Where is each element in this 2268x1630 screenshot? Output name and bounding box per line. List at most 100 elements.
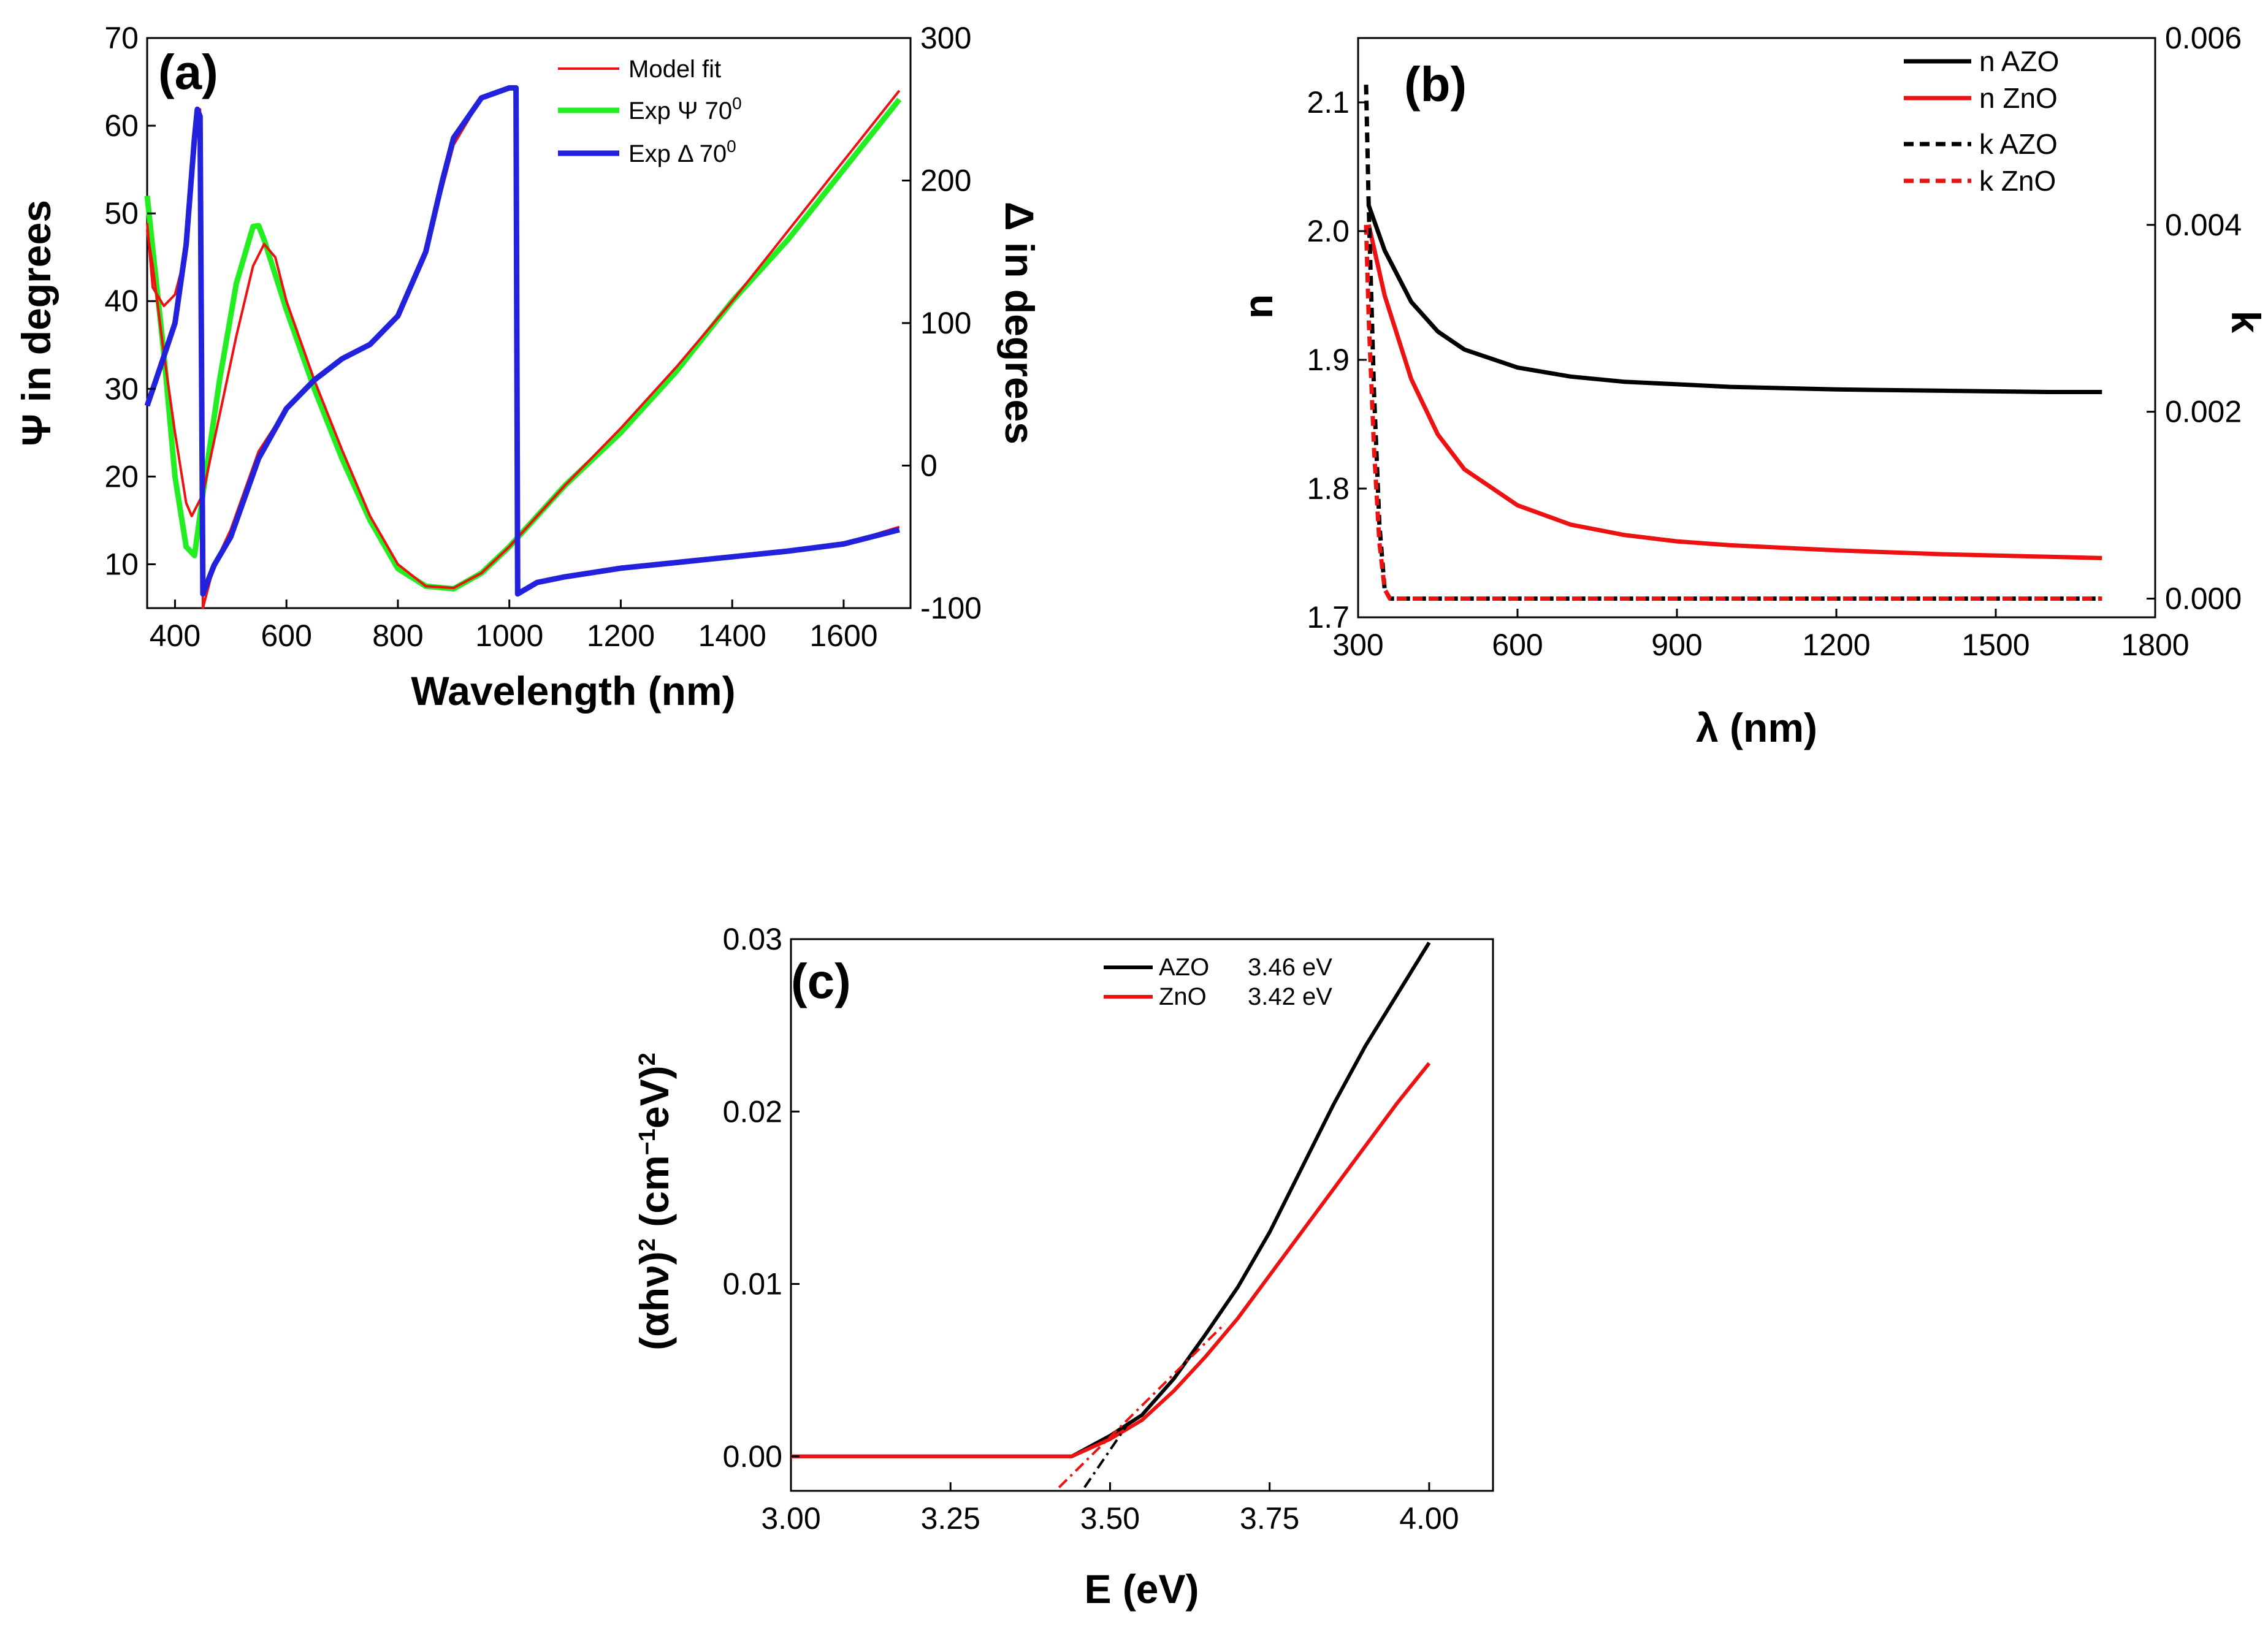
series-azo [791,942,1431,1458]
c-ylabel-sup3: 2 [635,1053,660,1065]
c-ylabel-tail: eV) [632,1065,677,1129]
a-ytick-left-label: 30 [104,371,139,406]
b-ytick-right-label: 0.004 [2165,208,2242,242]
panel-b-series [1364,85,2102,601]
legend-label-k-zno: k ZnO [1979,165,2056,197]
a-ytick-right-label: 0 [920,449,937,483]
c-xtick-label: 3.50 [1080,1501,1140,1536]
c-ylabel-main: (αhν) [632,1251,677,1350]
panel-b-ticks: 300 600 900 1200 1500 1800 1.7 1.8 1.9 2.0 2.1 0.00… [1307,21,2242,662]
panel-c-ylabel: (αhν)2 (cm−1eV)2 [632,1053,677,1350]
a-ytick-right-label: 200 [920,164,971,198]
b-xtick-label: 1200 [1802,628,1870,662]
a-xtick-label: 800 [372,619,423,653]
c-xtick-label: 4.00 [1399,1501,1459,1536]
legend-exp-delta-sup: 0 [727,137,736,156]
panel-a-ticks: 400 600 800 1000 1200 1400 160010203040506070-… [104,21,982,653]
panel-b-frame [1357,37,2156,619]
series-azo-tangent [1083,1421,1131,1488]
legend-exp-psi-text: Exp Ψ 70 [628,97,732,124]
c-ylabel-sup2: −1 [635,1129,660,1155]
legend-value-zno: 3.42 eV [1248,983,1332,1010]
panel-a-ylabel-left: Ψ in degrees [13,200,59,446]
c-ylabel-sup1: 2 [635,1238,660,1251]
panel-c-frame [790,938,1494,1492]
series-k-zno [1364,224,2102,601]
panel-c-label: (c) [791,954,851,1008]
a-xtick-label: 1400 [698,619,766,653]
legend-label-zno: ZnO [1159,983,1207,1010]
b-ytick-left-label: 2.0 [1307,214,1350,248]
b-ytick-right-label: 0.002 [2165,395,2242,429]
legend-exp-delta-text: Exp Δ 70 [628,140,727,167]
a-xtick-label: 1600 [809,619,877,653]
c-ytick-left-label: 0.00 [723,1439,782,1474]
a-ytick-left-label: 10 [104,547,139,581]
series-zno [791,1062,1431,1458]
legend-label-azo: AZO [1159,954,1209,981]
series-k-azo [1364,85,2102,601]
b-ytick-left-label: 2.1 [1307,85,1350,120]
panel-c-legend: AZO 3.46 eV ZnO 3.42 eV [1104,954,1332,1010]
a-ytick-left-label: 50 [104,196,139,230]
legend-label-k-azo: k AZO [1979,128,2058,160]
legend-label-model-fit: Model fit [628,56,721,83]
legend-label-n-zno: n ZnO [1979,82,2058,114]
legend-label-exp-delta: Exp Δ 700 [628,137,736,167]
c-ytick-left-label: 0.01 [723,1267,782,1301]
b-ytick-left-label: 1.7 [1307,600,1350,634]
b-ytick-right-label: 0.000 [2165,582,2242,616]
series-model-fit [146,89,901,590]
series-n-zno [1366,224,2102,560]
a-ytick-left-label: 70 [104,21,139,55]
a-xtick-label: 1200 [587,619,655,653]
panel-a: 400 600 800 1000 1200 1400 160010203040506070-… [13,21,1042,714]
panel-b-legend: n AZO n ZnO k AZO k ZnO [1904,45,2059,197]
a-xtick-label: 1000 [475,619,543,653]
c-ytick-left-label: 0.02 [723,1094,782,1129]
series-exp-70 [144,97,902,592]
legend-label-n-azo: n AZO [1979,45,2059,77]
panel-c-series [791,942,1431,1488]
b-xtick-label: 600 [1492,628,1543,662]
series-n-azo [1367,204,2102,394]
b-xtick-label: 1800 [2121,628,2189,662]
legend-exp-psi-sup: 0 [732,94,742,113]
b-ytick-right-label: 0.006 [2165,21,2242,55]
panel-c-xlabel: E (eV) [1084,1566,1199,1612]
b-xtick-label: 1500 [1961,628,2029,662]
panel-a-series [144,85,902,609]
panel-a-legend: Model fit Exp Ψ 700 Exp Δ 700 [558,56,742,167]
b-ytick-left-label: 1.8 [1307,471,1350,506]
panel-b-label: (b) [1404,57,1467,112]
a-ytick-left-label: 40 [104,284,139,318]
panel-c: 3.00 3.25 3.50 3.75 4.00 0.00 0.01 0.02 0.03 (c)… [632,922,1494,1612]
a-ytick-right-label: 300 [920,21,971,55]
panel-c-ticks: 3.00 3.25 3.50 3.75 4.00 0.00 0.01 0.02 0.03 [723,922,1459,1536]
a-ytick-left-label: 20 [104,459,139,493]
panel-b: 300 600 900 1200 1500 1800 1.7 1.8 1.9 2.0 2.1 0.00… [1235,21,2268,750]
a-ytick-left-label: 60 [104,109,139,143]
b-xtick-label: 300 [1332,628,1383,662]
legend-label-exp-psi: Exp Ψ 700 [628,94,742,124]
series-zno-tangent [1058,1322,1226,1488]
panel-a-xlabel: Wavelength (nm) [411,668,735,714]
panel-a-label: (a) [158,45,218,99]
a-ytick-right-label: 100 [920,306,971,340]
panel-a-ylabel-right: Δ in degrees [997,202,1042,444]
a-xtick-label: 600 [261,619,311,653]
a-xtick-label: 400 [150,619,200,653]
panel-b-ylabel-right: k [2223,311,2268,333]
c-xtick-label: 3.25 [921,1501,980,1536]
a-ytick-right-label: -100 [920,591,982,625]
b-ytick-left-label: 1.9 [1307,343,1350,377]
c-ylabel-mid: (cm [632,1155,677,1238]
series-exp-70 [144,85,900,597]
panel-b-ylabel-left: n [1235,294,1281,319]
c-ytick-left-label: 0.03 [723,922,782,956]
c-xtick-label: 3.00 [761,1501,820,1536]
panel-b-xlabel: λ (nm) [1696,705,1817,750]
b-xtick-label: 900 [1651,628,1702,662]
legend-value-azo: 3.46 eV [1248,954,1332,981]
